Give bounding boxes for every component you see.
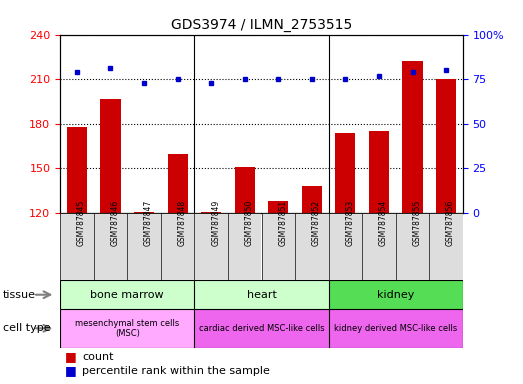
Bar <box>201 212 221 213</box>
Text: GSM787849: GSM787849 <box>211 200 220 246</box>
Text: GSM787846: GSM787846 <box>110 200 119 246</box>
Text: GSM787850: GSM787850 <box>245 200 254 246</box>
Bar <box>235 167 255 213</box>
Text: ■: ■ <box>65 364 77 377</box>
Text: GSM787856: GSM787856 <box>446 200 455 246</box>
Text: percentile rank within the sample: percentile rank within the sample <box>82 366 270 376</box>
Bar <box>67 127 87 213</box>
Bar <box>100 99 120 213</box>
Bar <box>302 186 322 213</box>
Text: kidney: kidney <box>377 290 414 300</box>
Text: bone marrow: bone marrow <box>90 290 164 300</box>
Title: GDS3974 / ILMN_2753515: GDS3974 / ILMN_2753515 <box>171 18 352 32</box>
Text: count: count <box>82 352 113 362</box>
Text: GSM787853: GSM787853 <box>345 200 355 246</box>
Text: ■: ■ <box>65 350 77 363</box>
Bar <box>335 133 356 213</box>
Text: cardiac derived MSC-like cells: cardiac derived MSC-like cells <box>199 324 324 333</box>
Bar <box>134 212 154 213</box>
Text: GSM787847: GSM787847 <box>144 200 153 246</box>
Text: heart: heart <box>246 290 277 300</box>
Text: mesenchymal stem cells
(MSC): mesenchymal stem cells (MSC) <box>75 319 179 338</box>
Text: GSM787855: GSM787855 <box>413 200 422 246</box>
Text: GSM787848: GSM787848 <box>178 200 187 246</box>
Bar <box>403 61 423 213</box>
Text: GSM787845: GSM787845 <box>77 200 86 246</box>
Bar <box>436 79 456 213</box>
Bar <box>167 154 188 213</box>
Text: cell type: cell type <box>3 323 50 333</box>
Text: kidney derived MSC-like cells: kidney derived MSC-like cells <box>334 324 457 333</box>
Text: tissue: tissue <box>3 290 36 300</box>
Bar <box>268 201 288 213</box>
Text: GSM787852: GSM787852 <box>312 200 321 246</box>
Bar <box>369 131 389 213</box>
Text: GSM787851: GSM787851 <box>278 200 287 246</box>
Text: GSM787854: GSM787854 <box>379 200 388 246</box>
